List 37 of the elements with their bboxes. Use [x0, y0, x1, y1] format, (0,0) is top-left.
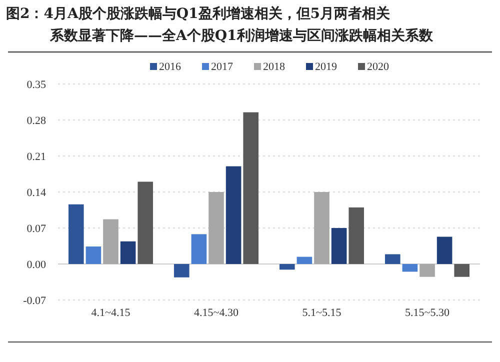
bar [436, 236, 452, 264]
bar [348, 207, 364, 264]
bar [420, 264, 435, 277]
bar [296, 256, 312, 264]
bar [384, 254, 400, 264]
bar [103, 219, 118, 264]
y-tick-label: 0.14 [26, 186, 46, 199]
bar [226, 166, 242, 264]
bar [120, 241, 136, 264]
chart-title: 图2：4月A股个股涨跌幅与Q1盈利增速相关，但5月两者相关系数显著下降——全A个股Q1利润增速与区间涨跌幅相关系数 [6, 5, 434, 44]
legend-label: 2017 [211, 61, 234, 73]
legend-label: 2020 [367, 61, 390, 73]
bar [86, 246, 102, 264]
bar [68, 204, 84, 264]
legend-label: 2019 [315, 61, 338, 73]
bar [243, 112, 259, 264]
bar [402, 264, 418, 272]
x-tick-label: 5.15~5.30 [405, 307, 450, 319]
bar [331, 228, 347, 264]
bar [279, 264, 295, 270]
bar [314, 192, 330, 264]
x-tick-label: 4.1~4.15 [91, 307, 131, 319]
bar [191, 234, 207, 264]
legend-label: 2016 [159, 61, 182, 73]
bar [174, 264, 190, 278]
legend-label: 2018 [263, 61, 286, 73]
y-tick-label: 0.21 [26, 150, 46, 163]
y-tick-label: 0.00 [26, 258, 46, 271]
bar [454, 264, 470, 277]
y-tick-label: -0.07 [23, 294, 46, 307]
y-tick-label: 0.28 [26, 114, 46, 127]
y-tick-label: 0.07 [26, 222, 46, 235]
x-tick-label: 5.1~5.15 [302, 307, 342, 319]
x-tick-label: 4.15~4.30 [194, 307, 239, 319]
y-tick-label: 0.35 [26, 78, 46, 91]
bar [138, 182, 154, 264]
bar [208, 192, 224, 264]
